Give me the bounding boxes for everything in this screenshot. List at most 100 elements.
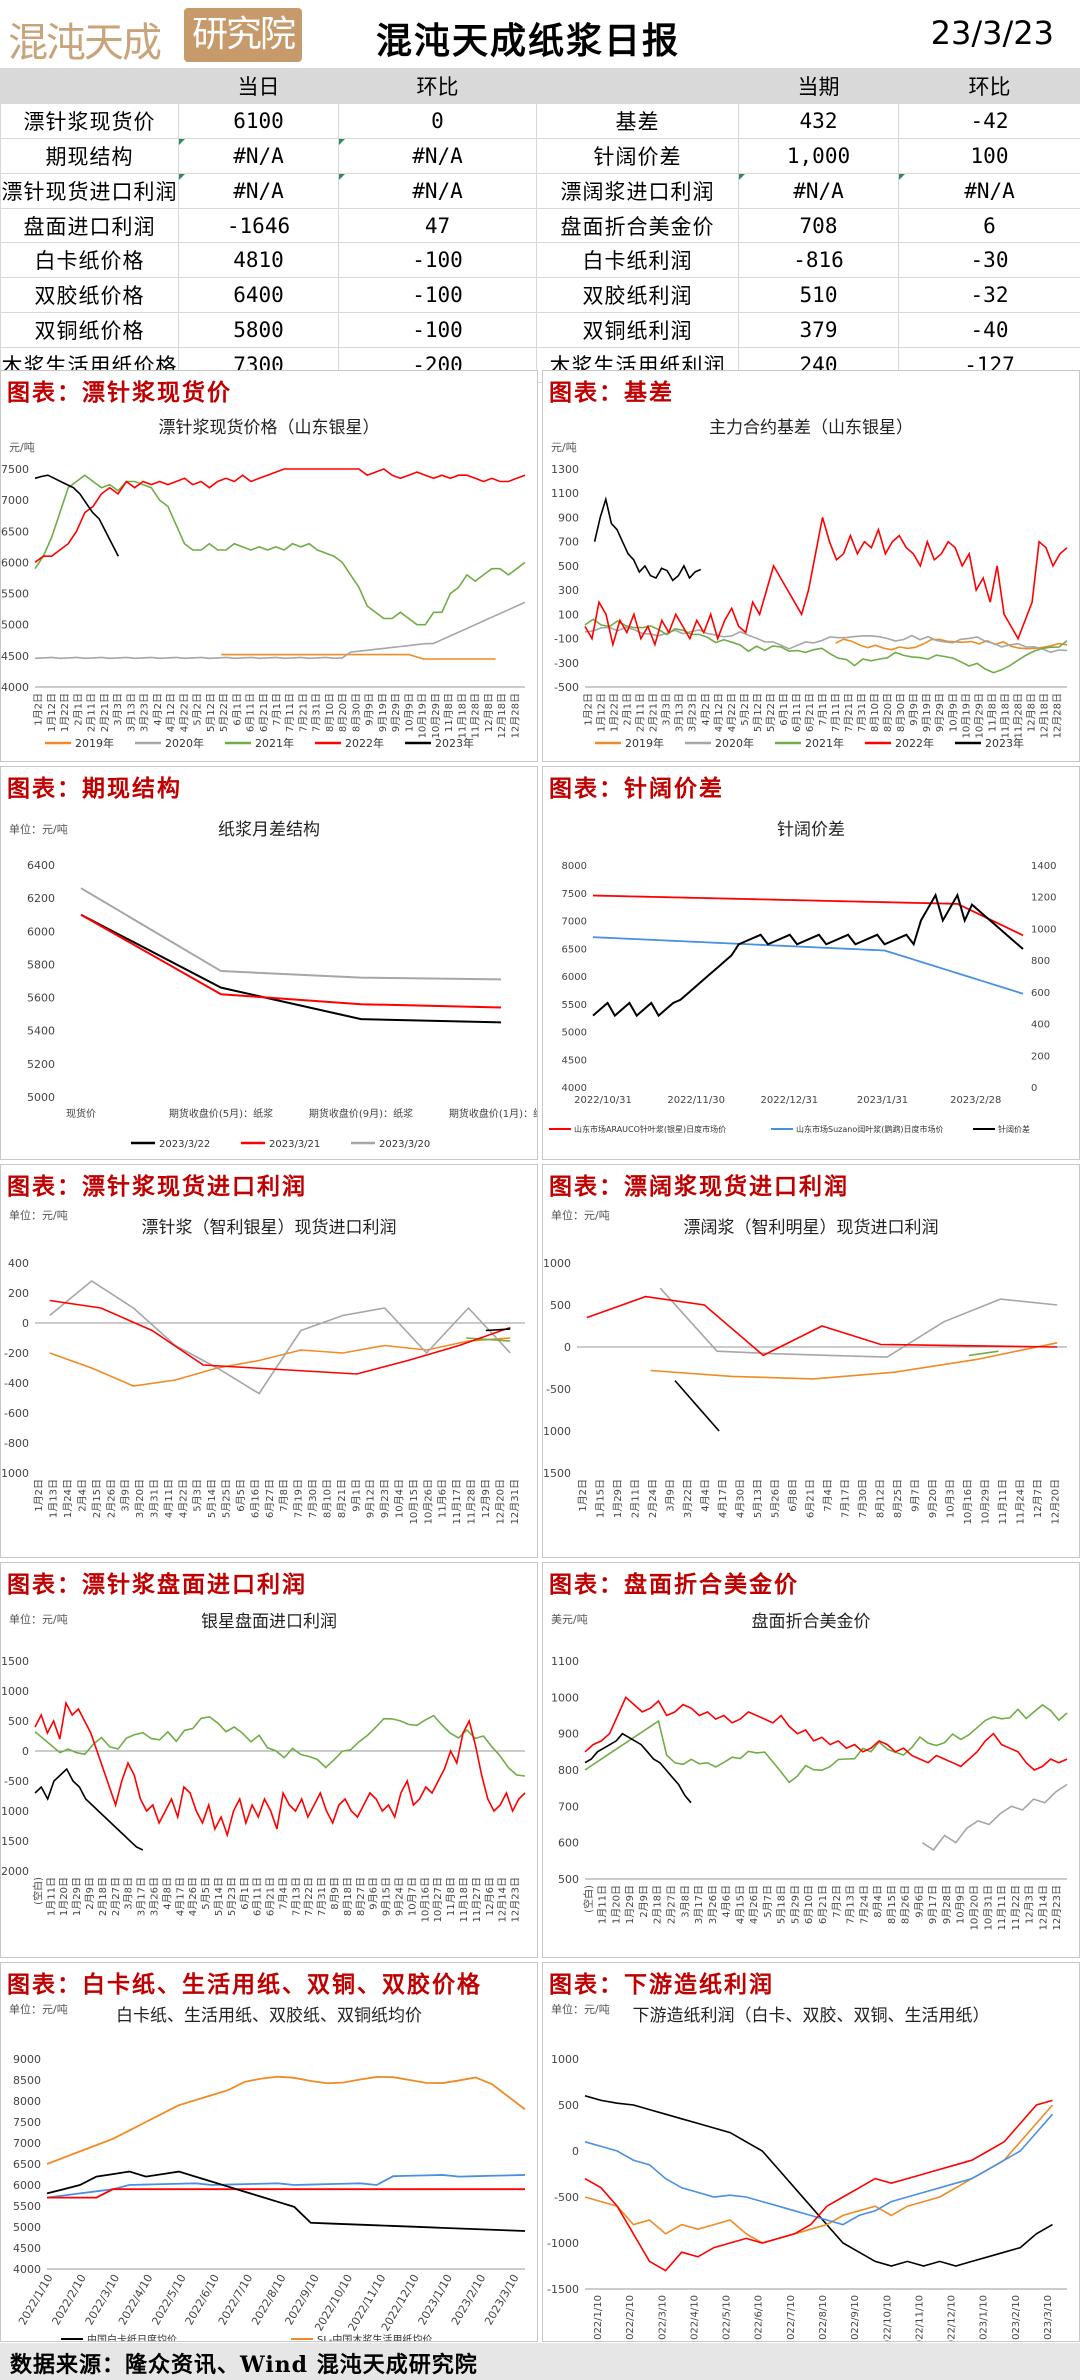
x-tick-label: 8月18日 [342,1877,354,1916]
x-tick-label: 10月9日 [403,693,415,732]
chart-unit-label: 单位：元/吨 [551,2003,610,2016]
table-header-cell: 环比 [898,68,1080,104]
x-tick-label: 2月1日 [72,693,84,726]
legend-label: 2019年 [625,736,664,750]
x-tick-label: 3月13日 [674,693,686,732]
y-tick-label: -2000 [0,1865,29,1878]
series-2019 [650,1342,1058,1380]
x-tick-label: 2022/1/10 [593,2295,604,2342]
x-tick-label: 8月15日 [886,1885,898,1924]
y-tick-label: 6000 [562,972,587,983]
table-value-cell: #N/A [338,137,537,174]
x-tick-label: 1月2日 [583,693,595,726]
x-tick-label: 3月17日 [136,1877,148,1916]
table-label-cell: 白卡纸价格 [0,242,179,279]
x-tick-label: 9月24日 [394,1877,406,1916]
x-tick-label: 10月31日 [982,1885,994,1930]
x-tick-label: 1月2日 [33,693,45,726]
x-tick-label: 7月17日 [839,1479,851,1518]
x-tick-label: 6月11日 [245,693,257,732]
x-tick-label: 11月8日 [986,693,998,732]
x-tick-label: 7月13日 [290,1877,302,1916]
y-tick-label: 900 [558,1728,579,1741]
chart-unit-label: 单位：元/吨 [9,1209,68,1222]
x-tick-label: 2月21日 [648,693,660,732]
x-tick-label: 9月15日 [381,1877,393,1916]
x-tick-label: 3月8日 [123,1877,135,1910]
x-tick-label: 3月23日 [139,693,151,732]
series-2021 [968,1350,999,1357]
x-category-label: 期货收盘价(1月)：纸浆 [449,1107,538,1120]
x-tick-label: 5月14日 [213,1877,225,1916]
x-tick-label: 12月18日 [1038,693,1050,738]
x-tick-label: 4月12日 [713,693,725,732]
series-2021 [584,618,1068,674]
chart-title: 针阔价差 [777,820,845,840]
series-offset-price [46,2174,526,2199]
y2-tick-label: 1400 [1031,861,1056,872]
report-title: 混沌天成纸浆日报 [376,20,681,62]
series-2022 [584,1695,1068,1771]
y-tick-label: 6500 [1,525,29,538]
x-tick-label: 6月27日 [264,1479,276,1518]
chart-title: 银星盘面进口利润 [201,1612,337,1632]
y-tick-label: 1000 [551,1691,579,1704]
x-tick-label: 6月11日 [252,1877,264,1916]
x-tick-label: 2月26日 [105,1479,117,1518]
x-tick-label: 11月18日 [999,693,1011,738]
x-tick-label: 11月24日 [1014,1479,1026,1524]
x-tick-label: 12月18日 [496,693,508,738]
x-tick-label: 8月4日 [872,1885,884,1918]
x-tick-label: 5月25日 [221,1479,233,1518]
chart-panel: 图表：盘面折合美金价 盘面折合美金价 美元/吨 1100 1000 900 800 700 60… [542,1562,1080,1958]
x-tick-label: 7月4日 [277,1877,289,1910]
y-tick-label: 7500 [13,2116,41,2129]
x-tick-label: 12月8日 [483,693,495,732]
x-tick-label: 7月4日 [822,1479,834,1512]
chart-canvas: 6400 6200 6000 5800 5600 5400 5200 5000 现货价 期货收盘价… [27,859,538,1150]
x-tick-label: 4月2日 [152,693,164,726]
table-value-cell: #N/A [178,172,339,209]
x-tick-label: 1月13日 [48,1479,60,1518]
x-tick-label: 1月22日 [59,693,71,732]
x-tick-label: 1月12日 [596,693,608,732]
x-tick-label: 10月29日 [430,693,442,738]
chart-unit-label: 元/吨 [551,441,577,454]
chart-unit-label: 单位：元/吨 [9,1613,68,1626]
legend-label: 中国白卡纸日度均价 [87,2333,177,2342]
x-tick-label: 8月9日 [329,1877,341,1910]
legend-label: 2019年 [75,736,114,750]
series-2023 [674,1380,720,1432]
x-tick-label: 4月11日 [163,1479,175,1518]
x-tick-label: 12月28日 [1051,693,1063,738]
chart-canvas: 400 200 0 -200 -400 -600 -800 -1000 1月2日 1月13日 1月2… [1,1257,525,1524]
chart-panel: 图表：针阔价差 针阔价差 8000 7500 7000 6500 6000 5500 5000 4… [542,766,1080,1160]
y-tick-label: 0 [22,1745,29,1758]
y-tick-label: -1000 [0,1805,29,1818]
x-tick-label: 10月4日 [394,1479,406,1518]
table-label-cell: 漂针浆现货价 [0,102,179,139]
x-tick-label: 2月24日 [647,1479,659,1518]
series-2023 [584,1732,692,1804]
x-tick-label: 9月28日 [941,1885,953,1924]
table-value-cell: 432 [738,102,899,139]
table-value-cell: #N/A [338,172,537,209]
y-tick-label: 5000 [1,619,29,632]
y2-tick-label: 400 [1031,1020,1050,1031]
table-value-cell: 5800 [178,312,339,349]
x-tick-label: 10月27日 [432,1877,444,1922]
chart-panel: 图表：漂针浆盘面进口利润 银星盘面进口利润 单位：元/吨 1500 1000 500 0 -5… [0,1562,538,1958]
y2-tick-label: 600 [1031,988,1050,999]
x-tick-label: 7月1日 [817,693,829,726]
legend-label: 2021年 [255,736,294,750]
y2-tick-label: 1000 [1031,924,1056,935]
y-tick-label: 1300 [551,463,579,476]
x-tick-label: 4月26日 [187,1877,199,1916]
x-tick-label: 5月22日 [218,693,230,732]
x-tick-label: 7月22日 [303,1877,315,1916]
y-tick-label: -600 [4,1407,29,1420]
chart-title: 下游造纸利润（白卡、双胶、双铜、生活用纸） [632,2006,990,2026]
table-label-cell: 漂阔浆进口利润 [536,172,739,209]
y-tick-label: 100 [558,608,579,621]
x-tick-label: 8月25日 [892,1479,904,1518]
